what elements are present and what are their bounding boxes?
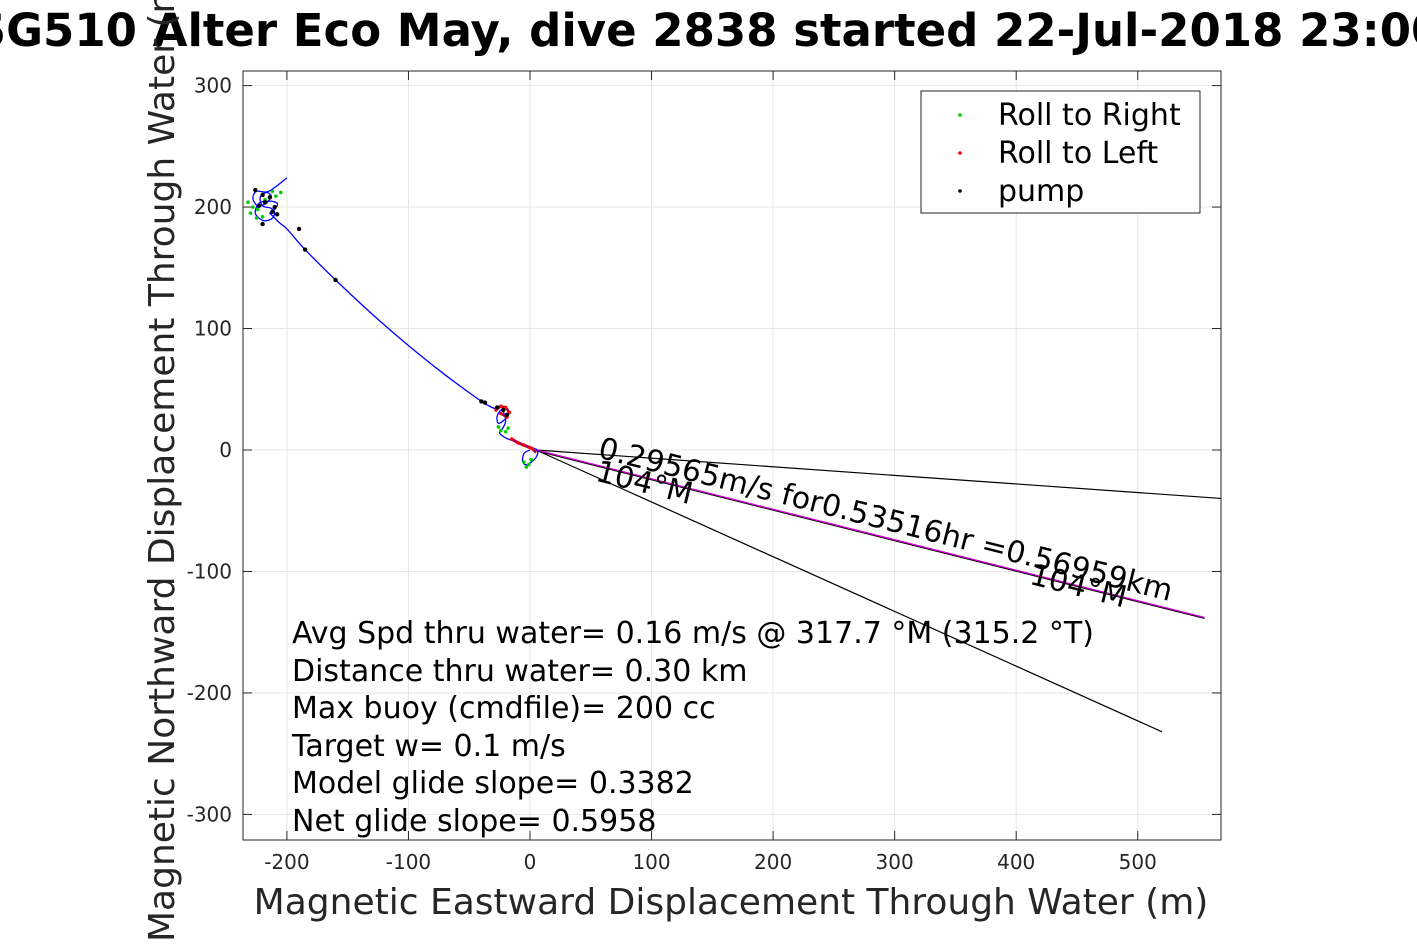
legend-label-pump: pump [998,174,1084,209]
roll-right-point [246,200,250,205]
lines-layer [535,449,1221,733]
plot-frame [242,70,1222,841]
roll-right-point [279,190,283,195]
x-tick-label: -100 [386,850,431,874]
roll-left-point [530,446,535,451]
y-tick-label: 300 [194,74,232,98]
pump-point [253,187,258,193]
roll-right-point [526,462,531,467]
pump-point [296,226,302,232]
x-axis-label: Magnetic Eastward Displacement Through W… [254,882,1209,923]
heading-line-upper [536,449,1221,500]
roll-right-point [254,216,259,220]
x-tick-label: 200 [754,850,792,874]
pump-point [256,203,262,209]
grid [243,71,1221,840]
pump-point [504,412,510,417]
roll-right-point [255,207,260,212]
legend-marker-pump [958,189,962,193]
data-layer [246,177,1221,733]
current-vector [535,449,1205,619]
x-tick-label: 400 [997,850,1035,874]
legend-label-roll-left: Roll to Left [998,136,1158,171]
roll-right-point [496,425,501,429]
roll-right-point [529,457,534,462]
roll-left-point [499,404,503,409]
roll-right-point [248,211,253,215]
pump-point [260,192,265,198]
roll-left-point [522,443,526,447]
legend-label-roll-right: Roll to Right [998,98,1181,133]
pump-point [482,400,488,405]
x-tick-label: 100 [632,850,670,874]
roll-right-point [260,214,265,219]
pump-point [272,204,277,210]
y-tick-label: 200 [194,195,232,219]
pump-point [479,399,484,404]
roll-left-point [499,411,503,416]
pump-point [333,277,338,283]
pump-point [267,195,273,200]
info-line-distance: Distance thru water= 0.30 km [292,654,747,689]
chart-title: SG510 Alter Eco May, dive 2838 started 2… [0,4,1417,57]
pump-point [270,209,275,215]
pump-point [260,221,265,227]
roll-left-point [516,440,520,445]
pump-point [262,200,268,205]
info-line-model-glide: Model glide slope= 0.3382 [292,766,694,801]
info-line-target-w: Target w= 0.1 m/s [291,729,566,764]
info-line-net-glide: Net glide slope= 0.5958 [292,804,656,839]
y-tick-label: -200 [187,681,232,705]
dive-statistics: Avg Spd thru water= 0.16 m/s @ 317.7 °M … [291,616,1094,839]
y-tick-label: -100 [187,559,232,583]
roll-right-point [274,194,278,198]
axis-ticks [243,71,1221,840]
pump-point [494,405,500,410]
current-vector-shadow [535,450,1205,620]
x-tick-label: 500 [1119,850,1157,874]
y-tick-label: 100 [194,317,232,341]
pump-point [274,212,280,217]
pump-point [302,247,308,252]
roll-right-point [251,205,255,209]
y-tick-label: 0 [219,438,232,462]
pump-point [501,407,506,413]
legend-marker-roll-left [958,151,962,155]
roll-right-point [503,429,508,434]
legend: Roll to Right Roll to Left pump [920,90,1201,214]
x-tick-label: 300 [876,850,914,874]
y-axis-label: Magnetic Northward Displacement Through … [142,0,183,942]
roll-right-point [524,465,529,469]
y-tick-label: -300 [187,802,232,826]
x-tick-label: -200 [264,850,309,874]
heading-line-lower [535,449,1163,733]
x-tick-label: 0 [524,850,537,874]
roll-right-point [499,428,503,433]
roll-right-point [522,460,526,464]
roll-right-point [270,189,275,194]
legend-box [920,90,1201,214]
tick-labels: -200 -100 0 100 200 300 400 500 -300 -200 -100 0 100… [187,74,1157,874]
roll-right-point [506,426,510,430]
info-line-avg-speed: Avg Spd thru water= 0.16 m/s @ 317.7 °M … [292,616,1094,651]
legend-marker-roll-right [958,113,962,117]
roll-left-point [509,437,514,441]
info-line-max-buoy: Max buoy (cmdfile)= 200 cc [292,691,716,726]
points-layer [246,187,535,469]
